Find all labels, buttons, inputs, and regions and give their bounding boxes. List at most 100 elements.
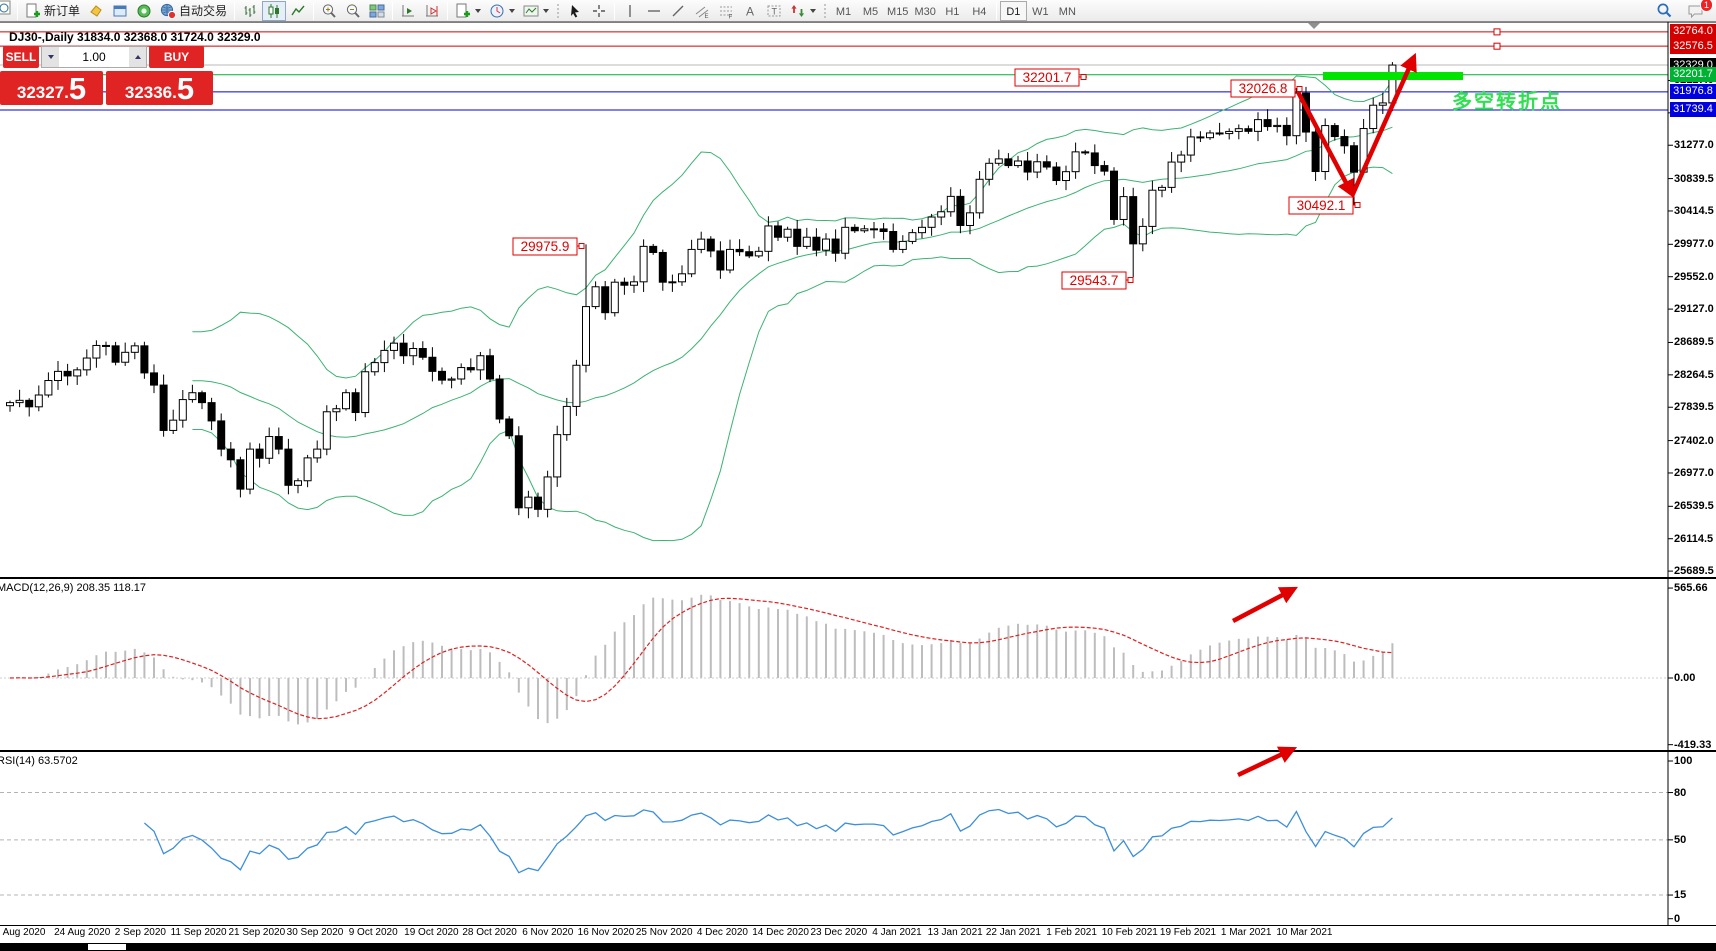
bollinger-lower-band <box>192 166 1393 542</box>
data-window-button[interactable] <box>108 1 132 21</box>
notification-badge: 1 <box>1700 0 1713 12</box>
clock-icon <box>490 4 504 17</box>
timeframe-button-d1[interactable]: D1 <box>999 0 1027 21</box>
price-annotation[interactable]: 30492.1 <box>1288 196 1361 215</box>
chart-title: DJ30-,Daily 31834.0 32368.0 31724.0 3232… <box>9 30 261 44</box>
channel-tool-button[interactable]: E <box>690 1 714 21</box>
timeframe-button-m15[interactable]: M15 <box>887 5 909 18</box>
autotrading-button[interactable]: 自动交易 <box>156 1 231 21</box>
buy-price: 32336 <box>124 83 173 102</box>
chart-shift-button[interactable] <box>420 1 444 21</box>
templates-caret <box>543 8 550 13</box>
zoom-out-button[interactable] <box>341 1 365 21</box>
sell-button[interactable]: SELL <box>3 46 39 68</box>
bollinger-middle-band <box>192 126 1393 438</box>
trendline-tool-button[interactable] <box>666 1 690 21</box>
bar-chart-button[interactable] <box>238 1 262 21</box>
buy-price-pips: 5 <box>176 71 195 106</box>
sell-price-pips: 5 <box>68 71 87 106</box>
clipped-chart-icon[interactable] <box>0 0 14 22</box>
text-tool-button[interactable]: A <box>738 1 762 21</box>
template-icon <box>523 5 539 16</box>
market-watch-button[interactable] <box>84 1 108 21</box>
new-order-icon <box>26 3 40 17</box>
bottom-strip <box>0 943 1716 951</box>
volume-stepper: 1.00 <box>41 46 147 68</box>
search-button[interactable] <box>1652 1 1677 21</box>
one-click-trade-panel: SELL 1.00 BUY 32327. 5 32336. 5 <box>0 46 216 105</box>
buy-button[interactable]: BUY <box>149 46 204 68</box>
hline-handle[interactable] <box>1493 28 1501 36</box>
vertical-line-icon <box>629 4 631 17</box>
trend-arrow[interactable] <box>1237 746 1298 778</box>
indicators-caret <box>475 8 482 13</box>
volume-increase-button[interactable] <box>129 47 146 67</box>
svg-text:29975.9: 29975.9 <box>521 239 570 254</box>
highlight-band[interactable] <box>1323 72 1463 80</box>
arrows-tool-button[interactable] <box>786 1 820 21</box>
chart-shift-marker[interactable] <box>1308 23 1320 29</box>
hline-handle[interactable] <box>1493 42 1501 50</box>
search-icon <box>1657 3 1672 18</box>
timeframe-button-w1[interactable]: W1 <box>1032 5 1049 18</box>
bottom-tab[interactable] <box>88 944 126 950</box>
timeframe-button-m5[interactable]: M5 <box>862 5 879 18</box>
templates-button[interactable] <box>519 1 553 21</box>
market-watch-icon <box>90 4 102 17</box>
trendline-icon <box>672 5 684 16</box>
price-annotation[interactable]: 32026.8 <box>1230 79 1303 98</box>
candlestick-chart-button[interactable] <box>262 0 287 21</box>
svg-text:T: T <box>772 6 778 16</box>
crosshair-icon <box>593 4 606 17</box>
line-chart-button[interactable] <box>286 1 310 21</box>
volume-decrease-button[interactable] <box>42 47 59 67</box>
caret-down-icon <box>48 55 54 59</box>
buy-price-dot: . <box>172 83 177 102</box>
timeframe-button-m1[interactable]: M1 <box>835 5 852 18</box>
price-annotation[interactable]: 32201.7 <box>1014 68 1087 87</box>
sell-price-dot: . <box>64 83 69 102</box>
line-chart-icon <box>291 5 305 15</box>
indicators-button[interactable] <box>451 1 485 21</box>
timeframe-button-h4[interactable]: H4 <box>972 5 987 18</box>
timeframe-button-h1[interactable]: H1 <box>945 5 960 18</box>
trend-arrow[interactable] <box>1231 586 1298 623</box>
volume-value[interactable]: 1.00 <box>82 50 106 64</box>
macd-signal-line <box>9 597 1393 720</box>
rsi-line <box>143 808 1393 874</box>
tile-windows-button[interactable] <box>365 1 389 21</box>
trend-arrow[interactable] <box>1349 52 1417 197</box>
bollinger-upper-band <box>192 75 1393 379</box>
new-order-button[interactable]: 新订单 <box>21 1 84 21</box>
horizontal-line-tool-button[interactable] <box>642 1 666 21</box>
horizontal-line-icon <box>648 9 661 12</box>
crosshair-tool-button[interactable] <box>587 1 611 21</box>
svg-text:30492.1: 30492.1 <box>1297 198 1346 213</box>
cursor-tool-button[interactable] <box>563 1 587 21</box>
text-label-tool-button[interactable]: T <box>762 1 786 21</box>
zoom-in-button[interactable] <box>317 1 341 21</box>
buy-price-button[interactable]: 32336. 5 <box>106 71 213 105</box>
candlestick-series <box>6 62 1397 519</box>
navigator-button[interactable] <box>132 1 156 21</box>
auto-scroll-button[interactable] <box>396 1 420 21</box>
sell-price: 32327 <box>16 83 65 102</box>
trend-arrow[interactable] <box>1296 90 1355 198</box>
cursor-icon <box>571 4 580 17</box>
fibonacci-tool-button[interactable]: F <box>714 1 738 21</box>
zoom-in-icon <box>322 3 336 18</box>
price-annotation[interactable]: 29543.7 <box>1061 271 1134 290</box>
new-order-label: 新订单 <box>44 4 81 18</box>
autotrading-label: 自动交易 <box>179 4 228 18</box>
notifications-button[interactable]: 1 <box>1683 0 1713 21</box>
vertical-line-tool-button[interactable] <box>618 1 642 21</box>
note-text: 多空转折点 <box>1452 91 1562 113</box>
timeframe-button-m30[interactable]: M30 <box>914 5 936 18</box>
periods-button[interactable] <box>485 1 519 21</box>
macd-histogram <box>18 594 1394 725</box>
top-toolbar: 新订单 自动交易 E F A T M1 M5 M15 M30 H1 H4 D1 W1 MN 1 <box>0 0 1716 22</box>
sell-price-button[interactable]: 32327. 5 <box>0 71 103 105</box>
price-annotation[interactable]: 29975.9 <box>512 237 585 256</box>
timeframe-button-mn[interactable]: MN <box>1058 5 1076 18</box>
